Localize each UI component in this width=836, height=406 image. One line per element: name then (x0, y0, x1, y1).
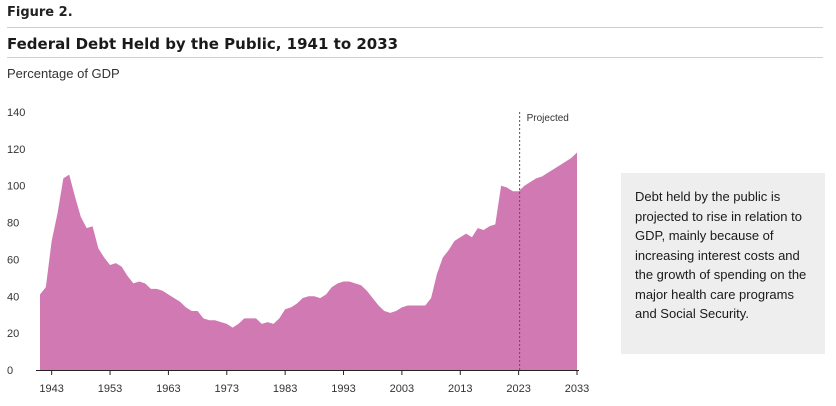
figure-label: Figure 2. (7, 5, 73, 20)
note-box: Debt held by the public is projected to … (621, 173, 825, 354)
y-tick-label: 60 (7, 254, 19, 266)
title-rule (7, 57, 823, 58)
x-tick-label: 1983 (273, 383, 297, 395)
debt-area-series (40, 152, 577, 370)
x-tick-label: 2013 (448, 383, 472, 395)
x-tick-label: 1953 (98, 383, 122, 395)
x-tick-label: 1943 (39, 383, 63, 395)
y-tick-label: 40 (7, 291, 19, 303)
x-tick-label: 2023 (506, 383, 530, 395)
y-tick-label: 140 (7, 107, 25, 119)
projected-label: Projected (527, 113, 569, 124)
y-tick-label: 20 (7, 328, 19, 340)
top-rule (7, 27, 823, 28)
x-tick-label: 1973 (215, 383, 239, 395)
y-axis-unit-label: Percentage of GDP (7, 66, 120, 81)
y-tick-label: 100 (7, 181, 25, 193)
x-tick-label: 2033 (565, 383, 589, 395)
x-tick-label: 2003 (390, 383, 414, 395)
y-tick-label: 120 (7, 144, 25, 156)
x-tick-label: 1963 (156, 383, 180, 395)
y-tick-label: 0 (7, 365, 13, 377)
x-tick-label: 1993 (331, 383, 355, 395)
y-tick-label: 80 (7, 218, 19, 230)
chart-title: Federal Debt Held by the Public, 1941 to… (7, 35, 399, 53)
